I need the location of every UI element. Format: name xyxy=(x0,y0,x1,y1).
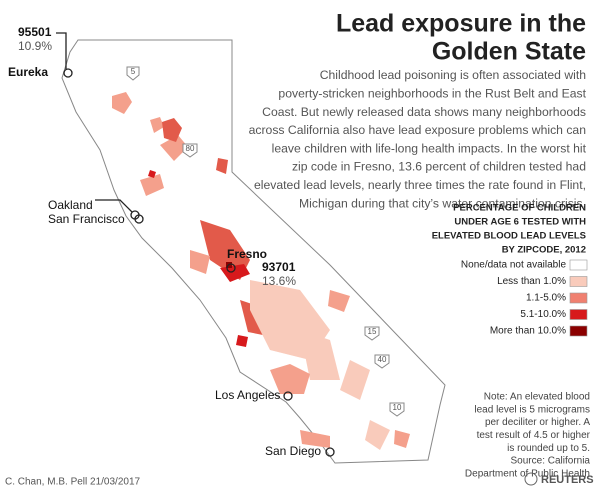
city-label: Los Angeles xyxy=(215,388,280,402)
body-text: Childhood lead poisoning is often associ… xyxy=(320,68,586,82)
body-text: leave children with life-long health imp… xyxy=(272,141,587,155)
note-text: Note: An elevated blood xyxy=(484,392,590,403)
legend-label: Less than 1.0% xyxy=(497,276,566,287)
brand: REUTERS xyxy=(541,474,594,486)
credit: C. Chan, M.B. Pell 21/03/2017 xyxy=(5,477,141,488)
title: Golden State xyxy=(432,38,586,66)
reuters-logo xyxy=(524,472,538,486)
city-label: Fresno xyxy=(227,247,267,261)
map: 5 80 15 40 10 95501 10.9% 93701 13.6% Eu… xyxy=(8,25,446,464)
zip-code: 93701 xyxy=(262,260,296,274)
legend-title: BY ZIPCODE, 2012 xyxy=(502,245,586,256)
body-text: zip code in Fresno, 13.6 percent of chil… xyxy=(292,160,586,174)
body-text: Coast. But newly released data shows man… xyxy=(262,105,586,119)
city-markers xyxy=(56,32,335,457)
city-label: San Francisco xyxy=(48,212,125,226)
highway-label: 80 xyxy=(186,144,195,153)
legend-label: More than 10.0% xyxy=(490,326,566,337)
zip-rate: 13.6% xyxy=(262,274,296,288)
highway-label: 5 xyxy=(131,67,136,76)
city-label: Oakland xyxy=(48,198,93,212)
note-text: Source: California xyxy=(511,456,591,467)
note-text: lead level is 5 micrograms xyxy=(474,404,590,415)
zip-code: 95501 xyxy=(18,25,52,39)
city-label: San Diego xyxy=(265,444,321,458)
state-outline xyxy=(61,39,446,464)
title: Lead exposure in the xyxy=(336,10,586,38)
highway-shields xyxy=(126,66,405,417)
body-text: elevated lead levels, nearly three times… xyxy=(254,178,586,192)
zip-rate: 10.9% xyxy=(18,39,52,53)
legend-label: 1.1-5.0% xyxy=(526,293,566,304)
note-text: test result of 4.5 or higher xyxy=(477,430,591,441)
legend-title: PERCENTAGE OF CHILDREN xyxy=(453,203,586,214)
legend-swatch xyxy=(569,309,588,320)
body-text: Michigan during that city’s water contam… xyxy=(299,196,586,210)
highway-label: 10 xyxy=(393,403,402,412)
legend-swatch xyxy=(569,325,588,337)
body-text: poverty-stricken neighborhoods in the Ru… xyxy=(278,87,586,101)
highway-label: 40 xyxy=(378,355,387,364)
city-label: Eureka xyxy=(8,65,48,79)
legend-title: UNDER AGE 6 TESTED WITH xyxy=(454,217,586,228)
note-text: per deciliter or higher. A xyxy=(485,417,590,428)
legend-label: None/data not available xyxy=(461,260,567,271)
highway-label: 15 xyxy=(368,327,377,336)
legend-swatch xyxy=(569,276,588,287)
legend-swatch xyxy=(569,292,588,304)
note-text: is rounded up to 5. xyxy=(507,443,590,454)
legend-label: 5.1-10.0% xyxy=(520,309,566,320)
body-text: across California also have lead exposur… xyxy=(249,123,586,137)
legend-title: ELEVATED BLOOD LEAD LEVELS xyxy=(432,231,586,242)
legend-swatch xyxy=(569,259,588,271)
